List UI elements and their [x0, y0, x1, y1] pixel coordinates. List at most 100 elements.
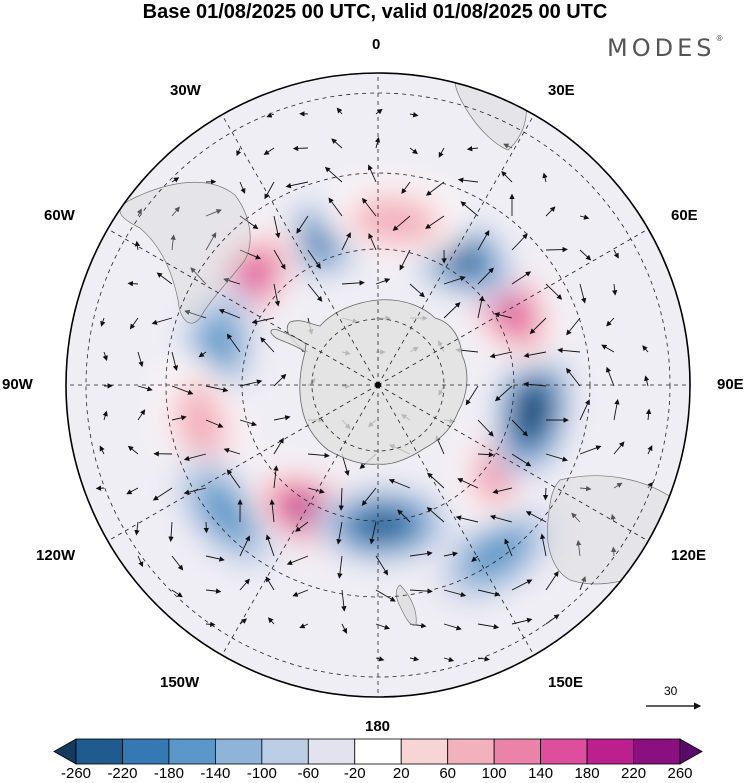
lon-label-30e: 30E	[548, 82, 575, 99]
wind-vector	[338, 487, 344, 511]
wind-vector	[171, 415, 187, 421]
reference-vector-label: 30	[664, 684, 678, 698]
wind-vector	[184, 309, 207, 319]
wind-vector	[205, 621, 216, 628]
colorbar-tick-label: 220	[621, 765, 647, 782]
wind-vector	[100, 317, 106, 327]
wind-vector	[494, 312, 513, 319]
anomaly-neg-100e	[519, 390, 546, 435]
wind-vector	[477, 230, 490, 251]
wind-vector	[579, 485, 592, 492]
wind-vector	[388, 478, 411, 489]
lon-label-90w: 90W	[2, 376, 33, 393]
wind-vector	[374, 136, 381, 149]
lon-label-90e: 90E	[717, 376, 744, 393]
wind-vector	[266, 112, 275, 118]
wind-vector	[511, 579, 533, 591]
wind-vector	[267, 617, 275, 625]
wind-vector	[341, 589, 347, 612]
wind-vector	[401, 181, 411, 194]
wind-vector	[285, 181, 309, 189]
wind-vector	[425, 181, 445, 196]
wind-vector	[511, 419, 528, 437]
wind-vector	[239, 419, 258, 427]
new-zealand-land	[395, 584, 417, 626]
wind-vector	[511, 453, 532, 467]
wind-vector	[134, 240, 141, 251]
wind-vector	[375, 278, 391, 285]
colorbar-tick-label: -60	[297, 765, 320, 782]
wind-vector	[190, 267, 207, 285]
map-border	[65, 72, 691, 698]
colorbar-tick-label: 20	[392, 765, 410, 782]
wind-vector	[260, 337, 275, 353]
meridian-line	[377, 384, 649, 542]
lon-label-60e: 60E	[671, 207, 698, 224]
wind-vector	[341, 232, 351, 251]
wind-vector	[613, 441, 625, 455]
colorbar-tick-label: 100	[481, 765, 507, 782]
colorbar-swatch	[75, 738, 123, 765]
wind-vector	[540, 533, 547, 557]
wind-vector	[336, 521, 343, 545]
wind-vector	[438, 147, 445, 158]
lon-label-60w: 60W	[44, 207, 75, 224]
wind-vector	[170, 234, 176, 251]
south-america-land	[119, 181, 251, 324]
wind-vector	[492, 487, 513, 495]
wind-vector	[477, 623, 500, 630]
wind-vector	[264, 181, 275, 200]
wind-vector	[223, 277, 241, 285]
wind-vector	[579, 214, 590, 220]
wind-vector	[601, 344, 615, 353]
wind-vector	[331, 138, 343, 149]
wind-vector	[576, 539, 582, 557]
lon-label-150e: 150E	[548, 674, 584, 691]
wind-vector	[129, 317, 139, 330]
wind-vector	[137, 351, 144, 368]
wind-vector	[307, 249, 321, 269]
wind-vector	[205, 555, 225, 562]
lon-label-180: 180	[365, 718, 391, 735]
wind-vector	[523, 381, 547, 387]
wind-vector	[504, 538, 513, 557]
wind-vector	[134, 521, 140, 536]
wind-vector	[571, 512, 581, 523]
wind-vector	[545, 283, 563, 300]
wind-vector	[171, 351, 179, 371]
wind-vector	[168, 521, 174, 543]
wind-vector-field	[95, 107, 654, 663]
wind-vector	[409, 283, 425, 298]
wind-vector	[328, 197, 343, 217]
wind-vector	[545, 570, 559, 591]
colorbar-tick-label: -260	[60, 765, 92, 782]
wind-vector	[151, 317, 173, 325]
wind-vector	[579, 249, 592, 261]
colorbar-swatch	[168, 738, 216, 765]
wind-vector	[265, 576, 275, 591]
wind-vector	[579, 283, 587, 304]
wind-vector	[296, 215, 309, 234]
colorbar-swatch	[214, 738, 263, 765]
wind-vector	[171, 555, 184, 571]
wind-vector	[511, 271, 532, 285]
wind-vector	[273, 465, 279, 489]
colorbar-swatch	[122, 738, 170, 765]
colorbar-swatch	[307, 738, 356, 765]
wind-vector	[273, 415, 291, 421]
wind-vector	[477, 267, 494, 285]
wind-vector	[239, 578, 250, 591]
meridian-line	[107, 384, 379, 542]
wind-vector	[205, 232, 217, 251]
wind-vector	[307, 283, 323, 302]
wind-vector	[361, 197, 377, 217]
anomaly-neg-145e	[469, 531, 524, 577]
wind-vector	[542, 487, 549, 501]
wind-vector	[566, 317, 581, 336]
colorbar-swatch	[633, 738, 681, 765]
wind-vector	[443, 656, 455, 663]
wind-vector	[647, 445, 653, 455]
lon-label-120w: 120W	[36, 547, 76, 564]
longitude-grid	[66, 73, 690, 697]
wind-vector	[613, 482, 623, 489]
